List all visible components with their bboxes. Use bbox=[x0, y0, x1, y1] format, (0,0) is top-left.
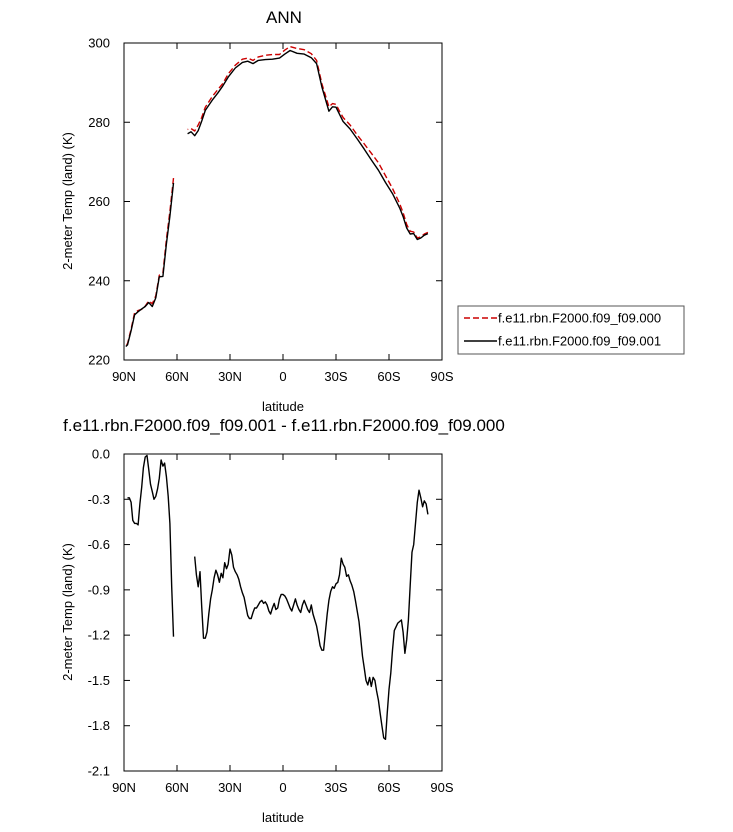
x-tick-label: 30S bbox=[324, 780, 347, 795]
series-line-1-0 bbox=[127, 454, 429, 740]
top-x-axis-label: latitude bbox=[262, 399, 304, 414]
top-series-group bbox=[125, 45, 429, 348]
bottom-x-axis-label: latitude bbox=[262, 810, 304, 825]
x-tick-label: 90N bbox=[112, 369, 136, 384]
legend-label-series-0: f.e11.rbn.F2000.f09_f09.000 bbox=[498, 311, 661, 326]
y-tick-label: -1.2 bbox=[88, 628, 110, 643]
bottom-chart-title: f.e11.rbn.F2000.f09_f09.001 - f.e11.rbn.… bbox=[63, 416, 505, 435]
y-tick-label: -1.8 bbox=[88, 718, 110, 733]
y-tick-label: 240 bbox=[88, 273, 110, 288]
top-y-axis-label: 2-meter Temp (land) (K) bbox=[60, 132, 75, 270]
x-tick-label: 90S bbox=[430, 369, 453, 384]
y-tick-label: -0.6 bbox=[88, 537, 110, 552]
bottom-y-ticks: 0.0 -0.3 -0.6 -0.9 -1.2 -1.5 -1.8 -2.1 bbox=[88, 447, 442, 779]
series-line-0-0 bbox=[125, 45, 429, 346]
top-x-ticks: 90N 60N 30N 0 30S 60S 90S bbox=[112, 43, 454, 384]
y-tick-label: 260 bbox=[88, 194, 110, 209]
bottom-series-group bbox=[127, 454, 429, 740]
x-tick-label: 60N bbox=[165, 780, 189, 795]
y-tick-label: 280 bbox=[88, 115, 110, 130]
legend: f.e11.rbn.F2000.f09_f09.000 f.e11.rbn.F2… bbox=[457, 305, 685, 355]
y-tick-label: 0.0 bbox=[92, 447, 110, 462]
y-tick-label: -0.3 bbox=[88, 492, 110, 507]
x-tick-label: 30N bbox=[218, 369, 242, 384]
x-tick-label: 0 bbox=[279, 780, 286, 795]
bottom-panel: f.e11.rbn.F2000.f09_f09.001 - f.e11.rbn.… bbox=[60, 416, 505, 825]
y-tick-label: -0.9 bbox=[88, 582, 110, 597]
top-y-ticks: 220 240 260 280 300 bbox=[88, 36, 442, 368]
x-tick-label: 90N bbox=[112, 780, 136, 795]
bottom-x-ticks: 90N 60N 30N 0 30S 60S 90S bbox=[112, 454, 454, 795]
series-line-0-1 bbox=[125, 49, 429, 348]
legend-box bbox=[457, 305, 685, 355]
top-chart-title: ANN bbox=[266, 8, 302, 27]
legend-label-series-1: f.e11.rbn.F2000.f09_f09.001 bbox=[498, 334, 661, 349]
top-panel: ANN 90N 60N 30N 0 30S 60S 90S 220240260280300 … bbox=[60, 8, 685, 414]
x-tick-label: 60S bbox=[377, 780, 400, 795]
x-tick-label: 30S bbox=[324, 369, 347, 384]
y-tick-label: -1.5 bbox=[88, 673, 110, 688]
x-tick-label: 90S bbox=[430, 780, 453, 795]
x-tick-label: 60S bbox=[377, 369, 400, 384]
bottom-plot-frame bbox=[123, 453, 443, 772]
x-tick-label: 60N bbox=[165, 369, 189, 384]
x-tick-label: 0 bbox=[279, 369, 286, 384]
bottom-y-axis-label: 2-meter Temp (land) (K) bbox=[60, 543, 75, 681]
y-tick-label: 220 bbox=[88, 353, 110, 368]
y-tick-label: -2.1 bbox=[88, 764, 110, 779]
y-tick-label: 300 bbox=[88, 36, 110, 51]
x-tick-label: 30N bbox=[218, 780, 242, 795]
